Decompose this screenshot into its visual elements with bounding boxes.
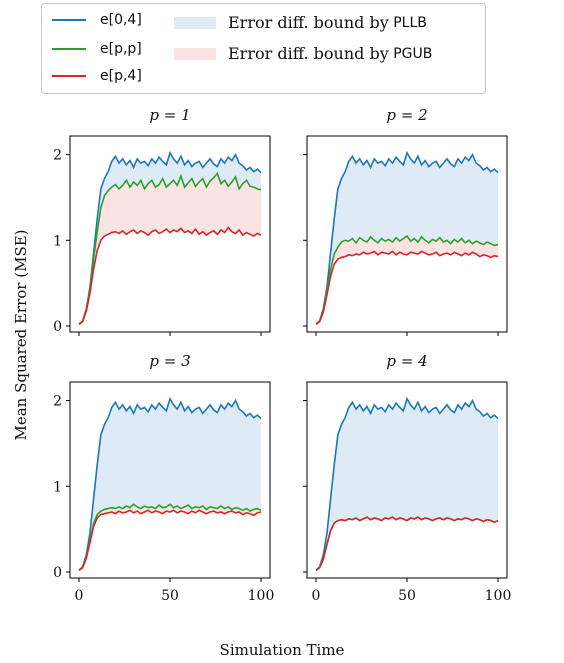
series-ep4-line <box>78 226 262 325</box>
legend: e[0,4] e[p,p] e[p,4] Error diff. bound b… <box>41 3 486 94</box>
y-tick-label: 1 <box>53 479 62 495</box>
x-tick-label: 50 <box>161 588 179 604</box>
legend-item-pllb: Error diff. bound by PLLB <box>174 13 427 32</box>
series-e04-line <box>315 150 499 325</box>
series-e04-line <box>78 150 262 325</box>
series-e04-line <box>78 396 262 571</box>
panel-title: p = 3 <box>149 352 190 370</box>
panel-title: p = 1 <box>149 106 190 124</box>
legend-label-epp: e[p,p] <box>100 41 142 57</box>
panel-2: p = 2 <box>303 106 508 336</box>
series-epp-line <box>315 516 499 571</box>
legend-item-ep4: e[p,4] <box>52 68 142 84</box>
legend-item-epp: e[p,p] <box>52 41 142 57</box>
panel-1: p = 1 0 1 2 <box>53 106 271 336</box>
y-tick-label: 2 <box>53 394 62 410</box>
series-ep4-line <box>315 250 499 325</box>
legend-label-e04: e[0,4] <box>100 12 142 28</box>
series-epp-line <box>315 234 499 325</box>
legend-patch-pllb <box>174 16 216 29</box>
pllb-band <box>316 152 498 325</box>
x-tick-label: 0 <box>75 588 84 604</box>
pgub-band <box>316 236 498 325</box>
legend-label-pllb-prefix: Error diff. bound by <box>228 13 389 32</box>
legend-line-green <box>52 48 86 50</box>
pgub-band <box>79 173 261 325</box>
series-epp-line <box>78 503 262 571</box>
legend-patch-pgub <box>174 47 216 60</box>
pllb-band <box>316 398 498 571</box>
panel-4: p = 4 0 50 100 <box>303 352 511 604</box>
pllb-band <box>79 152 261 325</box>
x-tick-label: 100 <box>485 588 512 604</box>
legend-line-blue <box>52 19 86 21</box>
legend-label-ep4: e[p,4] <box>100 68 142 84</box>
y-axis-label: Mean Squared Error (MSE) <box>12 229 30 440</box>
y-tick-label: 0 <box>53 565 62 581</box>
series-e04-line <box>315 396 499 571</box>
pgub-band <box>79 504 261 571</box>
y-tick-label: 0 <box>53 319 62 335</box>
legend-label-pgub-method: PGUB <box>393 45 433 62</box>
y-tick-label: 1 <box>53 233 62 249</box>
series-ep4-line <box>78 509 262 571</box>
x-tick-label: 0 <box>312 588 321 604</box>
pllb-band <box>79 398 261 571</box>
x-tick-label: 100 <box>248 588 275 604</box>
series-ep4-line <box>315 516 499 571</box>
series-epp-line <box>78 171 262 325</box>
x-tick-label: 50 <box>398 588 416 604</box>
panel-3: p = 3 0 1 2 0 50 100 <box>53 352 274 604</box>
legend-label-pllb-method: PLLB <box>393 14 427 31</box>
panel-title: p = 4 <box>386 352 427 370</box>
x-axis-label: Simulation Time <box>220 641 345 659</box>
legend-item-pgub: Error diff. bound by PGUB <box>174 44 432 63</box>
pgub-band <box>316 517 498 571</box>
panel-title: p = 2 <box>386 106 427 124</box>
legend-item-e04: e[0,4] <box>52 12 142 28</box>
y-tick-label: 2 <box>53 148 62 164</box>
legend-label-pgub-prefix: Error diff. bound by <box>228 44 389 63</box>
legend-line-red <box>52 75 86 77</box>
